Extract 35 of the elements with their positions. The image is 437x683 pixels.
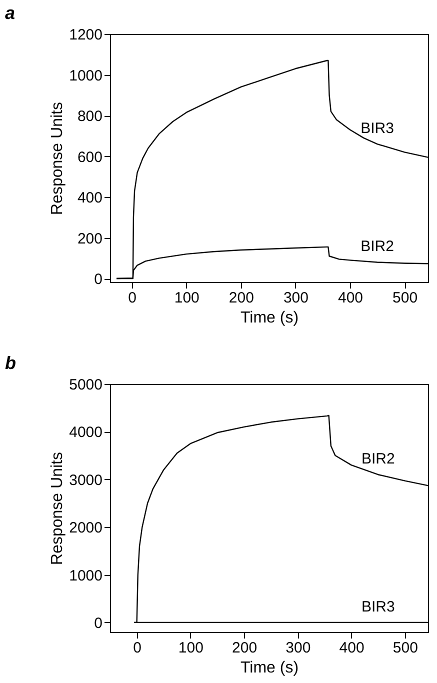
y-tick-label: 1000 <box>69 67 102 84</box>
x-tick-label: 200 <box>228 290 254 306</box>
x-tick-label: 0 <box>128 290 136 306</box>
y-tick-label: 800 <box>77 108 102 126</box>
x-axis-title: Time (s) <box>240 660 299 676</box>
chart-title: a <box>5 3 16 23</box>
y-axis-title: Response Units <box>49 102 66 215</box>
y-tick-label: 200 <box>77 230 102 248</box>
x-tick-label: 500 <box>392 640 418 656</box>
x-axis-title: Time (s) <box>240 310 299 326</box>
x-tick-label: 500 <box>392 290 418 306</box>
x-tick-label: 0 <box>133 640 142 656</box>
y-tick-label: 4000 <box>69 424 102 442</box>
x-tick-label: 400 <box>339 640 364 656</box>
y-tick-label: 400 <box>77 190 102 207</box>
y-tick-label: 0 <box>94 614 102 632</box>
series-label: BIR3 <box>361 598 395 616</box>
x-tick-label: 100 <box>178 640 204 656</box>
y-tick-label: 2000 <box>69 520 102 537</box>
series-label: BIR3 <box>360 120 394 138</box>
y-tick-label: 0 <box>94 271 102 288</box>
y-axis-title: Response Units <box>49 452 66 565</box>
x-tick-label: 200 <box>232 640 258 656</box>
y-tick-label: 600 <box>77 148 102 166</box>
y-tick-label: 3000 <box>69 472 102 489</box>
x-tick-label: 300 <box>283 290 308 306</box>
series-label: BIR2 <box>360 238 394 256</box>
chart-title: b <box>5 353 16 373</box>
x-tick-label: 400 <box>338 290 364 306</box>
x-tick-label: 300 <box>286 640 311 656</box>
series-label: BIR2 <box>361 450 395 468</box>
y-tick-label: 5000 <box>69 376 102 394</box>
x-tick-label: 100 <box>174 290 200 306</box>
y-tick-label: 1000 <box>69 567 102 584</box>
y-tick-label: 1200 <box>69 26 102 44</box>
